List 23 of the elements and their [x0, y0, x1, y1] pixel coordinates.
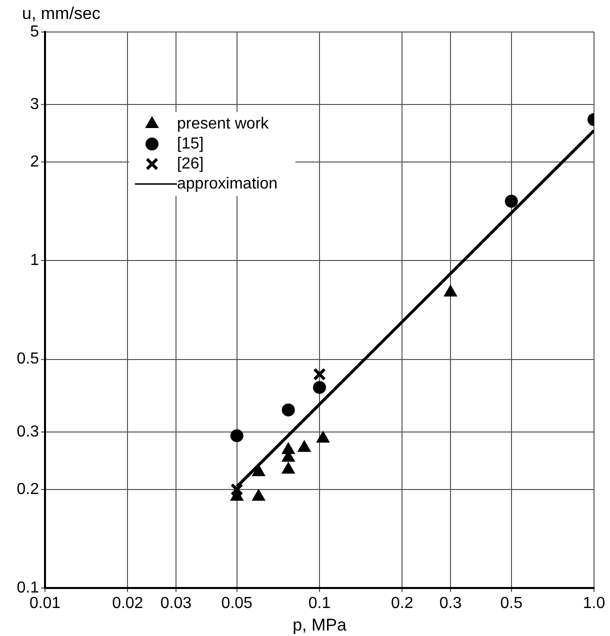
y-tick-label: 2: [30, 154, 40, 171]
x-tick-label: 0.3: [439, 595, 462, 612]
x-tick-label: 0.01: [29, 595, 61, 612]
x-tick-label: 1.0: [582, 595, 606, 612]
legend-label: [26]: [177, 155, 204, 172]
legend-label: approximation: [177, 175, 278, 192]
y-axis-title: u, mm/sec: [22, 4, 100, 24]
y-tick-label: 1: [30, 252, 40, 270]
y-tick-label: 0.1: [16, 579, 40, 596]
x-tick-label: 0.05: [221, 595, 253, 612]
y-tick-label: 0.5: [16, 350, 40, 368]
y-tick-label: 5: [30, 23, 40, 40]
x-tick-label: 0.02: [112, 595, 144, 612]
x-tick-label: 0.5: [500, 595, 523, 612]
x-tick-label: 0.03: [160, 595, 192, 612]
y-tick-label: 3: [30, 96, 40, 114]
x-tick-label: 0.2: [391, 595, 414, 612]
y-tick-label: 0.2: [16, 480, 40, 498]
legend-label: [15]: [177, 135, 204, 152]
x-tick-label: 0.1: [308, 595, 331, 612]
legend-label: present work: [177, 115, 270, 132]
x-axis-title: p, MPa: [292, 615, 347, 634]
y-tick-label: 0.3: [16, 423, 40, 440]
